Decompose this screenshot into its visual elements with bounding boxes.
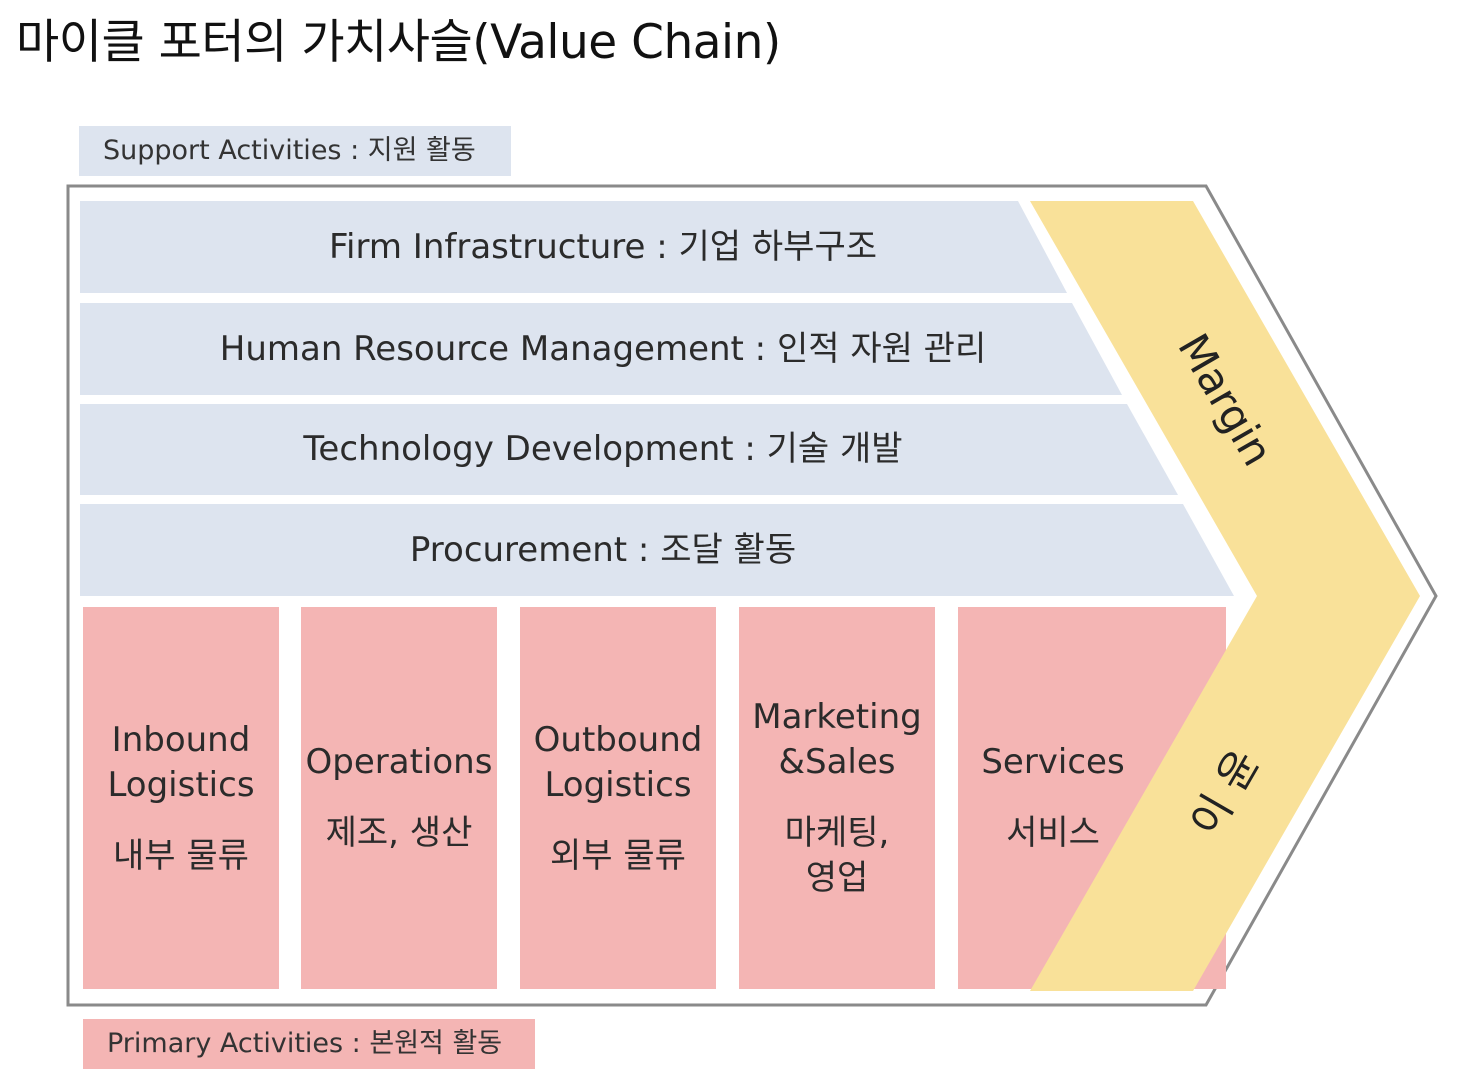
primary-box-operations bbox=[301, 607, 497, 989]
support-band-human-resource bbox=[80, 303, 1122, 395]
support-activities-tag: Support Activities : 지원 활동 bbox=[79, 126, 511, 176]
primary-activity-ko: 내부 물류 bbox=[113, 835, 249, 876]
support-band-firm-infrastructure bbox=[80, 201, 1067, 293]
primary-activity-outbound: Outbound Logistics 외부 물류 bbox=[520, 607, 716, 989]
primary-activity-en: Marketing &Sales bbox=[752, 697, 922, 782]
primary-activity-en: Services bbox=[981, 742, 1125, 782]
primary-box-marketing bbox=[739, 607, 935, 989]
primary-activity-ko: 외부 물류 bbox=[550, 835, 686, 876]
primary-activity-ko: 서비스 bbox=[1006, 813, 1100, 853]
primary-activity-services: Services 서비스 bbox=[958, 607, 1148, 989]
support-label-human-resource: Human Resource Management : 인적 자원 관리 bbox=[219, 329, 987, 369]
primary-activity-operations: Operations 제조, 생산 bbox=[301, 607, 497, 989]
primary-activity-en: Operations bbox=[305, 742, 493, 782]
primary-activity-inbound: Inbound Logistics 내부 물류 bbox=[83, 607, 279, 989]
primary-activity-marketing: Marketing &Sales 마케팅, 영업 bbox=[739, 607, 935, 989]
primary-activities-tag: Primary Activities : 본원적 활동 bbox=[83, 1019, 535, 1069]
primary-box-outbound bbox=[520, 607, 716, 989]
support-label-procurement: Procurement : 조달 활동 bbox=[409, 530, 797, 570]
support-label-firm-infrastructure: Firm Infrastructure : 기업 하부구조 bbox=[328, 227, 878, 267]
page-title: 마이클 포터의 가치사슬(Value Chain) bbox=[16, 15, 781, 70]
support-label-technology: Technology Development : 기술 개발 bbox=[303, 429, 903, 469]
support-band-technology bbox=[80, 404, 1178, 495]
primary-activity-ko: 제조, 생산 bbox=[325, 813, 473, 853]
primary-activity-ko: 마케팅, 영업 bbox=[784, 813, 890, 898]
primary-box-inbound bbox=[83, 607, 279, 989]
primary-activity-en: Outbound Logistics bbox=[533, 719, 703, 805]
primary-activity-en: Inbound Logistics bbox=[107, 719, 255, 805]
support-band-procurement bbox=[80, 504, 1234, 596]
value-chain-outline bbox=[66, 184, 1438, 1007]
margin-chevron bbox=[1030, 201, 1420, 991]
